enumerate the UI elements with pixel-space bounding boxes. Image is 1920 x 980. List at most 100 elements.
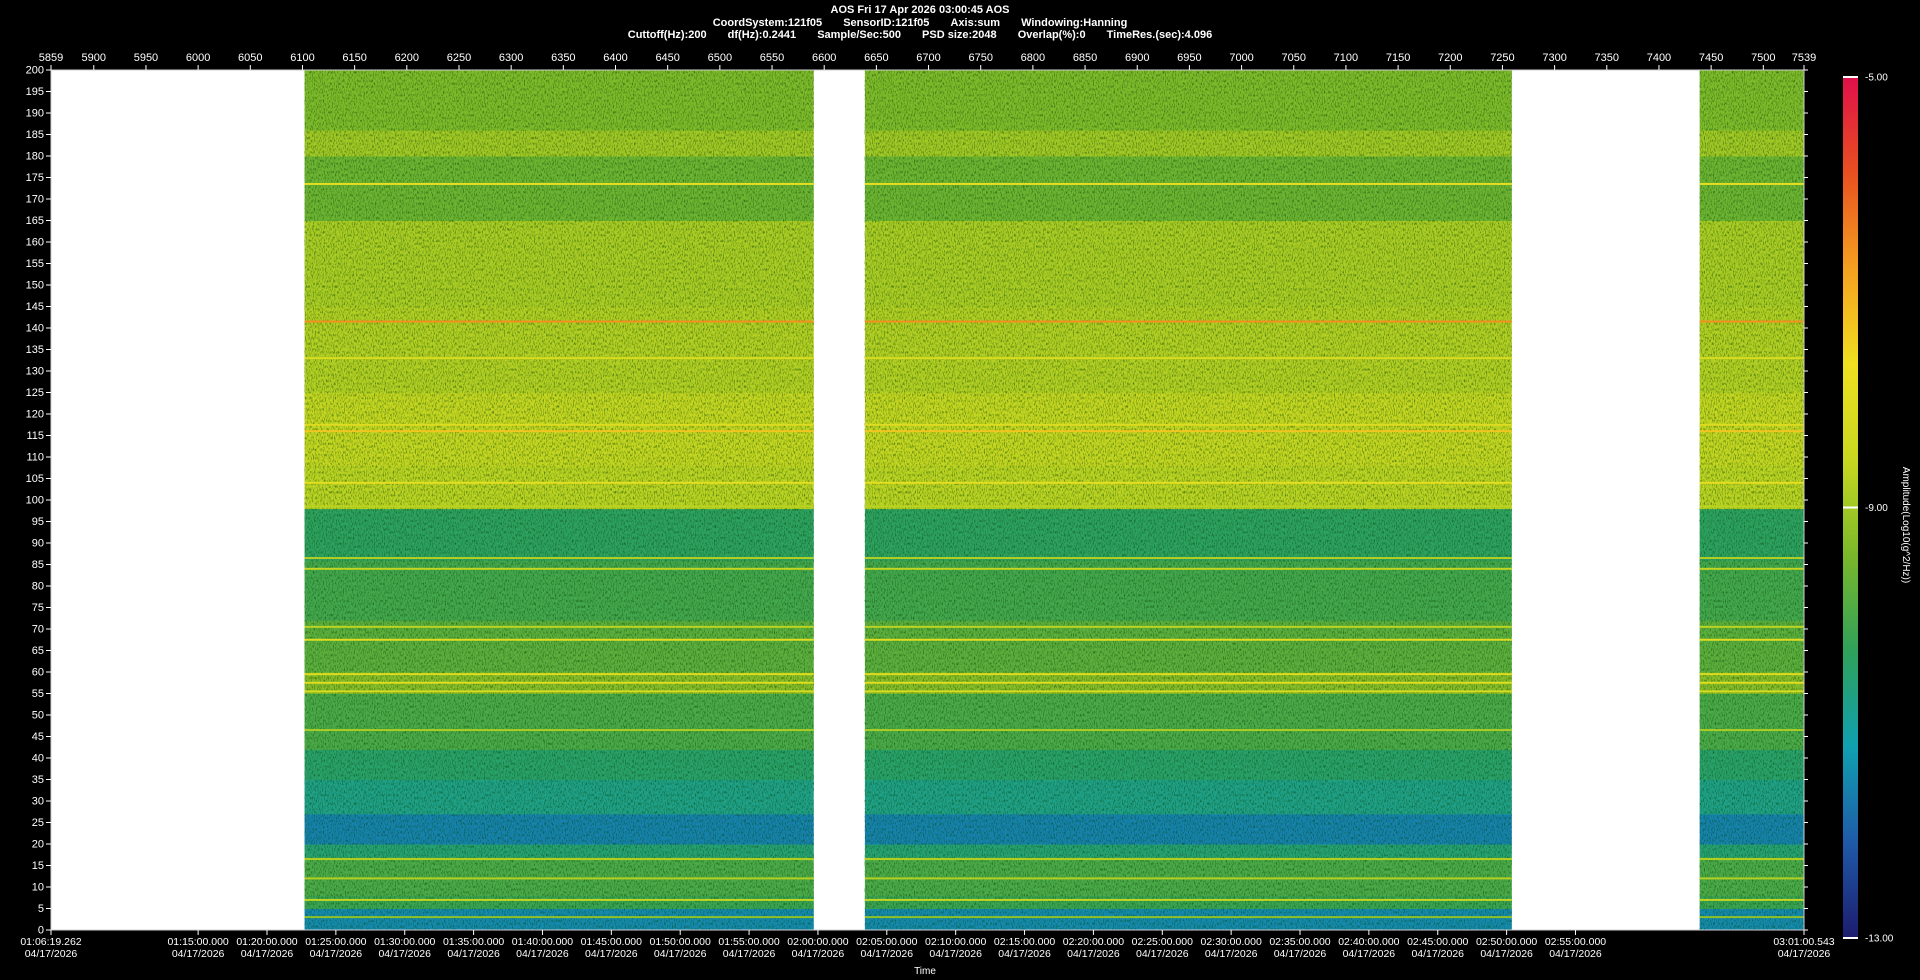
spectral-line <box>1699 567 1804 570</box>
y-tick-label: 140 <box>26 323 44 335</box>
y-tick-label: 55 <box>32 688 44 700</box>
spectral-line <box>864 681 1512 684</box>
y-tick-label: 130 <box>26 366 44 378</box>
spectral-line <box>304 423 814 426</box>
bottom-tick-date: 04/17/2026 <box>516 948 569 960</box>
spectral-line <box>1699 916 1804 919</box>
y-tick-label: 10 <box>32 882 44 894</box>
spectral-line <box>864 481 1512 484</box>
top-tick-label: 6750 <box>968 52 992 64</box>
top-tick-label: 6700 <box>916 52 940 64</box>
spectral-line <box>864 916 1512 919</box>
bottom-tick-time: 01:15:00.000 <box>167 936 228 948</box>
bottom-tick-time: 01:50:00.000 <box>650 936 711 948</box>
colorbar-tick-label: -13.00 <box>1865 934 1894 945</box>
spectral-line <box>1699 625 1804 628</box>
top-tick-label: 6650 <box>864 52 888 64</box>
y-tick-label: 50 <box>32 710 44 722</box>
bottom-tick-date: 04/17/2026 <box>1778 948 1831 960</box>
spectral-line <box>1699 430 1804 433</box>
bottom-tick-time: 01:30:00.000 <box>374 936 435 948</box>
colorbar-tick-label: -9.00 <box>1865 503 1888 514</box>
bottom-tick-time: 01:40:00.000 <box>512 936 573 948</box>
bottom-tick-date: 04/17/2026 <box>447 948 500 960</box>
spectral-line <box>304 916 814 919</box>
spectral-line <box>304 858 814 861</box>
bottom-tick-time: 02:25:00.000 <box>1132 936 1193 948</box>
y-tick-label: 75 <box>32 602 44 614</box>
spectral-line <box>304 430 814 433</box>
bottom-tick-date: 04/17/2026 <box>1343 948 1396 960</box>
spectral-line <box>1699 638 1804 641</box>
overlap-label: Overlap(%):0 <box>1017 29 1086 41</box>
chart-header: AOS Fri 17 Apr 2026 03:00:45 AOS CoordSy… <box>0 4 1840 42</box>
y-tick-label: 135 <box>26 344 44 356</box>
spectral-line <box>1699 505 1804 508</box>
y-tick-label: 175 <box>26 172 44 184</box>
bottom-tick-time: 02:30:00.000 <box>1200 936 1261 948</box>
spectral-line <box>1699 423 1804 426</box>
top-tick-label: 6500 <box>708 52 732 64</box>
spectral-line <box>1699 182 1804 185</box>
y-tick-label: 160 <box>26 237 44 249</box>
spectral-line <box>864 430 1512 433</box>
header-title: AOS Fri 17 Apr 2026 03:00:45 AOS <box>830 4 1010 16</box>
spectral-line <box>864 557 1512 560</box>
bottom-tick-date: 04/17/2026 <box>25 948 78 960</box>
top-tick-label: 5950 <box>134 52 158 64</box>
bottom-tick-date: 04/17/2026 <box>378 948 431 960</box>
spectral-line <box>304 320 814 323</box>
bottom-tick-time: 03:01:00.543 <box>1773 936 1834 948</box>
axis-label: Axis:sum <box>950 16 1001 29</box>
bottom-tick-date: 04/17/2026 <box>1136 948 1189 960</box>
spectral-line <box>1699 557 1804 560</box>
spectral-line <box>304 877 814 880</box>
data-segment <box>1699 70 1804 931</box>
bottom-tick-time: 02:05:00.000 <box>856 936 917 948</box>
y-tick-label: 115 <box>26 430 44 442</box>
spectral-line <box>864 423 1512 426</box>
y-tick-label: 30 <box>32 796 44 808</box>
top-tick-label: 7450 <box>1699 52 1723 64</box>
spectral-line <box>304 625 814 628</box>
top-tick-label: 7300 <box>1542 52 1566 64</box>
y-tick-label: 170 <box>26 194 44 206</box>
coord-system-label: CoordSystem:121f05 <box>712 16 823 29</box>
bottom-tick-time: 02:35:00.000 <box>1269 936 1330 948</box>
top-tick-label: 6100 <box>290 52 314 64</box>
top-tick-label: 7539 <box>1792 52 1816 64</box>
y-tick-label: 25 <box>32 817 44 829</box>
sensor-id-label: SensorID:121f05 <box>843 16 930 29</box>
spectral-line <box>864 729 1512 732</box>
sample-rate-label: Sample/Sec:500 <box>817 29 901 41</box>
bottom-tick-date: 04/17/2026 <box>1205 948 1258 960</box>
bottom-tick-date: 04/17/2026 <box>1067 948 1120 960</box>
y-tick-label: 70 <box>32 624 44 636</box>
bottom-tick-time: 01:06:19.262 <box>20 936 81 948</box>
y-tick-label: 110 <box>26 452 44 464</box>
top-tick-label: 6850 <box>1073 52 1097 64</box>
bottom-tick-time: 02:10:00.000 <box>925 936 986 948</box>
y-tick-label: 180 <box>26 151 44 163</box>
noise-texture <box>1699 70 1804 930</box>
spectral-line <box>864 858 1512 861</box>
y-tick-label: 65 <box>32 645 44 657</box>
top-tick-label: 7050 <box>1282 52 1306 64</box>
spectral-line <box>864 898 1512 901</box>
y-tick-label: 90 <box>32 538 44 550</box>
top-tick-label: 6600 <box>812 52 836 64</box>
y-tick-label: 145 <box>26 301 44 313</box>
top-tick-label: 6450 <box>655 52 679 64</box>
spectral-line <box>864 182 1512 185</box>
spectral-line <box>864 690 1512 693</box>
top-tick-label: 7150 <box>1386 52 1410 64</box>
cutoff-label: Cuttoff(Hz):200 <box>627 29 707 41</box>
noise-texture <box>864 70 1512 930</box>
top-tick-label: 6000 <box>186 52 210 64</box>
colorbar-tick-label: -5.00 <box>1865 73 1888 84</box>
bottom-tick-date: 04/17/2026 <box>861 948 914 960</box>
bottom-tick-date: 04/17/2026 <box>1274 948 1327 960</box>
y-tick-label: 45 <box>32 731 44 743</box>
psd-size-label: PSD size:2048 <box>922 29 997 41</box>
spectral-line <box>864 357 1512 360</box>
